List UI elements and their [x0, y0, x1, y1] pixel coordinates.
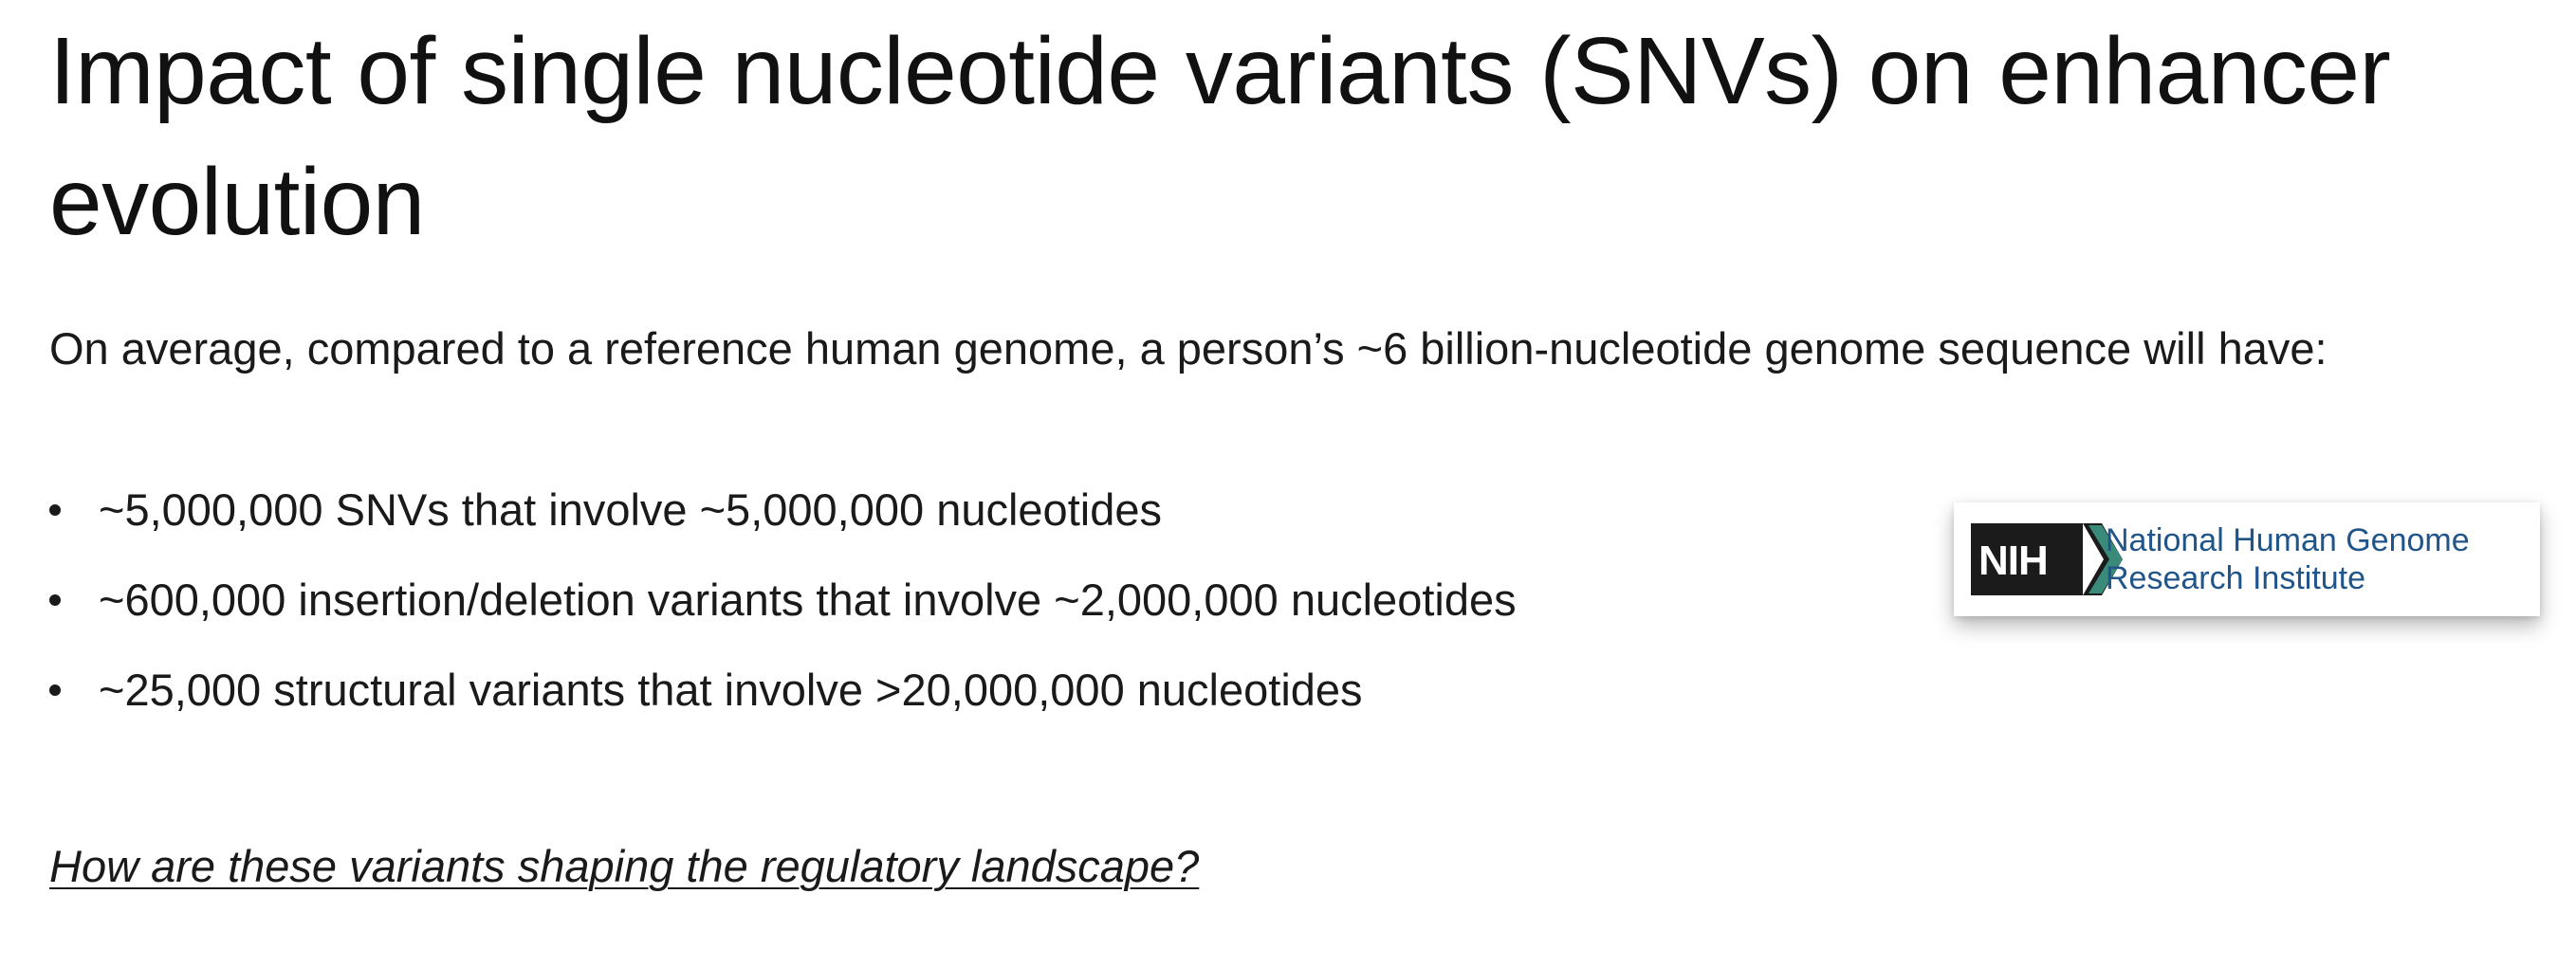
bullet-text: ~600,000 insertion/deletion variants tha… — [99, 575, 1517, 625]
bullet-text: ~5,000,000 SNVs that involve ~5,000,000 … — [99, 484, 1162, 535]
intro-paragraph: On average, compared to a reference huma… — [49, 323, 2328, 374]
bullet-text: ~25,000 structural variants that involve… — [99, 665, 1363, 715]
bullet-icon — [49, 684, 61, 696]
institute-name: National Human Genome Research Institute — [2106, 521, 2532, 597]
bullet-icon — [49, 594, 61, 606]
nih-mark-text: NIH — [1978, 538, 2048, 584]
bullet-icon — [49, 504, 61, 516]
institute-name-line-1: National Human Genome — [2106, 522, 2470, 558]
institute-name-line-2: Research Institute — [2106, 560, 2366, 596]
slide-title: Impact of single nucleotide variants (SN… — [49, 18, 2391, 255]
closing-question: How are these variants shaping the regul… — [49, 841, 1200, 891]
nih-mark-icon: NIH — [1971, 523, 2123, 595]
nhgri-logo: NIH National Human Genome Research Insti… — [1954, 502, 2540, 616]
